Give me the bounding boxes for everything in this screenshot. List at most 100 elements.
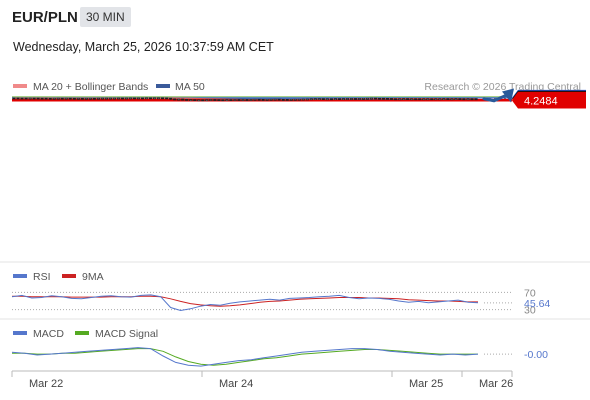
- candle-body: [365, 97, 370, 100]
- candle-body: [156, 97, 161, 100]
- macd-signal-legend-label: MACD Signal: [95, 328, 158, 340]
- candle-body: [450, 98, 454, 101]
- rsi-ma-line: [12, 295, 478, 307]
- candle-body: [474, 98, 478, 101]
- candle-body: [160, 97, 165, 100]
- candle-body: [80, 97, 84, 100]
- candle-body: [393, 98, 398, 101]
- candle-body: [361, 98, 366, 100]
- candle-body: [177, 98, 181, 101]
- candle-body: [197, 99, 201, 102]
- candle-body: [261, 99, 265, 101]
- macd-line: [11, 347, 479, 367]
- candle-body: [381, 97, 386, 100]
- candle-body: [233, 99, 237, 101]
- candle-body: [341, 98, 346, 100]
- rsi-line: [11, 294, 479, 312]
- chart-header: EUR/PLN 30 MIN: [0, 0, 590, 40]
- candle-body: [112, 97, 116, 100]
- candle-body: [293, 98, 297, 101]
- rsi-tick-label: 70: [524, 287, 536, 299]
- candle-body: [104, 97, 108, 100]
- candle-body: [345, 98, 350, 100]
- candle-body: [88, 97, 92, 100]
- macd-current-label: -0.00: [524, 349, 548, 361]
- candle-body: [245, 99, 249, 101]
- candle-body: [189, 99, 193, 101]
- candle-body: [402, 98, 406, 100]
- candle-body: [140, 97, 145, 100]
- macd-legend-label: MACD: [33, 328, 64, 340]
- candle-body: [422, 98, 426, 101]
- candle-body: [32, 97, 36, 100]
- candle-body: [136, 97, 141, 100]
- rsi-legend-label: RSI: [33, 271, 51, 283]
- x-tick-label: Mar 25: [409, 378, 443, 390]
- candle-body: [128, 97, 133, 100]
- candle-body: [369, 97, 374, 100]
- candle-body: [301, 98, 305, 101]
- x-axis-ticks: Mar 22 Mar 24 Mar 25 Mar 26: [11, 371, 513, 390]
- candle-body: [414, 98, 418, 101]
- forecast-arrow: [482, 88, 514, 103]
- candle-body: [438, 98, 442, 101]
- support-level-tag: [512, 92, 586, 109]
- candle-body: [426, 98, 430, 101]
- candle-body: [237, 99, 241, 101]
- candle-body: [72, 97, 76, 100]
- candle-body: [470, 98, 474, 101]
- candle-body: [353, 98, 358, 100]
- candle-body: [325, 98, 329, 101]
- rsi-ma-legend-swatch: [62, 274, 76, 278]
- candle-body: [329, 98, 334, 101]
- symbol-title: EUR/PLN: [12, 9, 78, 26]
- candle-body: [40, 97, 44, 100]
- candle-body: [406, 98, 410, 100]
- x-tick-label: Mar 22: [29, 378, 63, 390]
- candle-body: [205, 99, 209, 102]
- x-tick-label: Mar 24: [219, 378, 253, 390]
- candle-body: [193, 99, 197, 101]
- candle-body: [96, 97, 100, 100]
- candle-body: [201, 99, 205, 102]
- candle-body: [466, 98, 470, 101]
- candle-body: [148, 97, 153, 100]
- macd-signal-line: [12, 348, 478, 366]
- candle-body: [24, 97, 28, 100]
- candle-body: [257, 98, 261, 101]
- candle-body: [120, 97, 125, 100]
- candle-body: [221, 99, 225, 102]
- candle-body: [36, 97, 40, 100]
- candle-body: [309, 98, 313, 101]
- candle-body: [20, 97, 24, 100]
- candle-body: [458, 98, 462, 100]
- candle-body: [108, 97, 112, 100]
- candle-body: [44, 97, 48, 100]
- support-level-label: 4.2484: [524, 95, 558, 107]
- candle-body: [337, 98, 342, 100]
- candle-body: [313, 98, 317, 100]
- timeframe-badge[interactable]: 30 MIN: [80, 7, 131, 27]
- candle-body: [213, 99, 217, 101]
- candle-body: [442, 98, 446, 100]
- rsi-ma-legend-label: 9MA: [82, 271, 104, 283]
- candle-body: [446, 98, 450, 100]
- candle-body: [321, 98, 325, 100]
- x-tick-label: Mar 26: [479, 378, 513, 390]
- candle-body: [265, 99, 269, 101]
- candle-body: [124, 97, 129, 100]
- candle-body: [225, 99, 229, 101]
- candle-body: [152, 97, 157, 100]
- candle-body: [373, 97, 378, 100]
- candle-body: [132, 97, 137, 100]
- candle-body: [229, 99, 233, 101]
- price-level-tags: 4.29944.29254.28104.26964.25524.2484: [512, 89, 586, 109]
- candle-body: [410, 98, 414, 101]
- candle-body: [64, 97, 68, 100]
- candle-body: [60, 97, 64, 100]
- candle-body: [169, 97, 173, 100]
- candle-body: [249, 99, 253, 101]
- macd-panel: -0.00: [11, 347, 548, 367]
